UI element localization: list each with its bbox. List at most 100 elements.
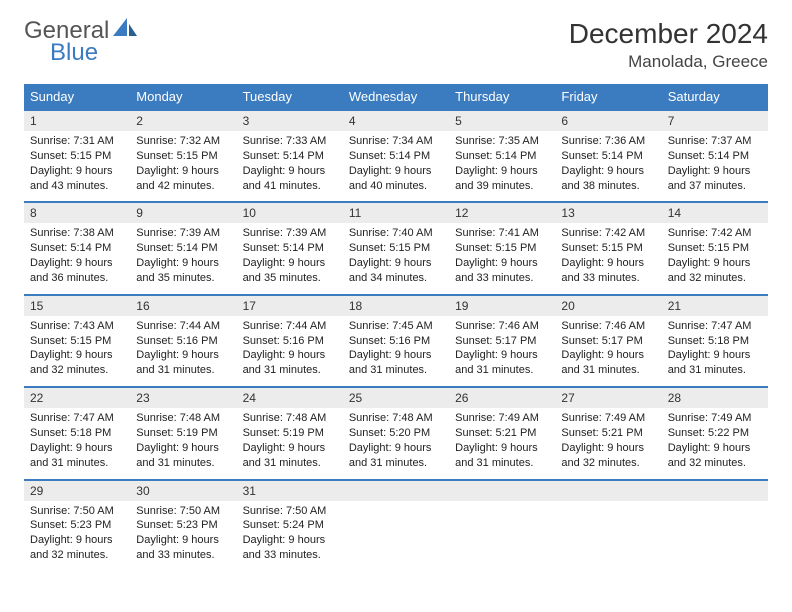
- daylight-line: Daylight: 9 hours and 33 minutes.: [136, 533, 230, 563]
- day-info-cell: Sunrise: 7:31 AMSunset: 5:15 PMDaylight:…: [24, 131, 130, 202]
- daylight-line: Daylight: 9 hours and 42 minutes.: [136, 164, 230, 194]
- day-number-cell: 21: [662, 295, 768, 316]
- day-number-cell: 8: [24, 202, 130, 223]
- weekday-header-row: Sunday Monday Tuesday Wednesday Thursday…: [24, 84, 768, 110]
- sunset-line: Sunset: 5:17 PM: [455, 334, 549, 349]
- day-info-cell: [662, 501, 768, 571]
- day-number-cell: 29: [24, 480, 130, 501]
- sunset-line: Sunset: 5:17 PM: [561, 334, 655, 349]
- daylight-line: Daylight: 9 hours and 32 minutes.: [30, 348, 124, 378]
- sunset-line: Sunset: 5:15 PM: [561, 241, 655, 256]
- day-number-row: 15161718192021: [24, 295, 768, 316]
- day-info-cell: Sunrise: 7:48 AMSunset: 5:19 PMDaylight:…: [130, 408, 236, 479]
- daylight-line: Daylight: 9 hours and 33 minutes.: [561, 256, 655, 286]
- day-info-cell: Sunrise: 7:44 AMSunset: 5:16 PMDaylight:…: [237, 316, 343, 387]
- sunrise-line: Sunrise: 7:48 AM: [349, 411, 443, 426]
- day-number-cell: 28: [662, 387, 768, 408]
- sunset-line: Sunset: 5:14 PM: [668, 149, 762, 164]
- day-number-cell: [662, 480, 768, 501]
- sunset-line: Sunset: 5:15 PM: [30, 149, 124, 164]
- sunset-line: Sunset: 5:16 PM: [243, 334, 337, 349]
- header: General Blue December 2024 Manolada, Gre…: [24, 18, 768, 72]
- weekday-header: Tuesday: [237, 84, 343, 110]
- sunset-line: Sunset: 5:23 PM: [136, 518, 230, 533]
- day-number-cell: 18: [343, 295, 449, 316]
- day-info-cell: Sunrise: 7:48 AMSunset: 5:20 PMDaylight:…: [343, 408, 449, 479]
- sunset-line: Sunset: 5:15 PM: [136, 149, 230, 164]
- sunset-line: Sunset: 5:14 PM: [349, 149, 443, 164]
- sunrise-line: Sunrise: 7:38 AM: [30, 226, 124, 241]
- daylight-line: Daylight: 9 hours and 35 minutes.: [243, 256, 337, 286]
- day-info-cell: [555, 501, 661, 571]
- sunrise-line: Sunrise: 7:49 AM: [455, 411, 549, 426]
- daylight-line: Daylight: 9 hours and 36 minutes.: [30, 256, 124, 286]
- day-info-cell: Sunrise: 7:32 AMSunset: 5:15 PMDaylight:…: [130, 131, 236, 202]
- day-info-cell: [449, 501, 555, 571]
- sunrise-line: Sunrise: 7:32 AM: [136, 134, 230, 149]
- daylight-line: Daylight: 9 hours and 31 minutes.: [243, 348, 337, 378]
- daylight-line: Daylight: 9 hours and 38 minutes.: [561, 164, 655, 194]
- weekday-header: Saturday: [662, 84, 768, 110]
- page-subtitle: Manolada, Greece: [569, 52, 768, 72]
- daylight-line: Daylight: 9 hours and 37 minutes.: [668, 164, 762, 194]
- day-number-cell: [555, 480, 661, 501]
- day-number-cell: 22: [24, 387, 130, 408]
- sunrise-line: Sunrise: 7:41 AM: [455, 226, 549, 241]
- logo-text-2: Blue: [50, 41, 139, 65]
- day-number-row: 1234567: [24, 110, 768, 131]
- day-info-cell: Sunrise: 7:40 AMSunset: 5:15 PMDaylight:…: [343, 223, 449, 294]
- page-title: December 2024: [569, 18, 768, 50]
- sunset-line: Sunset: 5:15 PM: [349, 241, 443, 256]
- sunset-line: Sunset: 5:14 PM: [455, 149, 549, 164]
- day-number-cell: 20: [555, 295, 661, 316]
- day-info-cell: Sunrise: 7:37 AMSunset: 5:14 PMDaylight:…: [662, 131, 768, 202]
- sunrise-line: Sunrise: 7:42 AM: [561, 226, 655, 241]
- sunset-line: Sunset: 5:14 PM: [243, 241, 337, 256]
- daylight-line: Daylight: 9 hours and 31 minutes.: [349, 441, 443, 471]
- calendar-table: Sunday Monday Tuesday Wednesday Thursday…: [24, 84, 768, 571]
- sunset-line: Sunset: 5:19 PM: [136, 426, 230, 441]
- sunrise-line: Sunrise: 7:44 AM: [243, 319, 337, 334]
- sunrise-line: Sunrise: 7:42 AM: [668, 226, 762, 241]
- day-info-cell: Sunrise: 7:39 AMSunset: 5:14 PMDaylight:…: [130, 223, 236, 294]
- daylight-line: Daylight: 9 hours and 40 minutes.: [349, 164, 443, 194]
- day-info-cell: Sunrise: 7:46 AMSunset: 5:17 PMDaylight:…: [449, 316, 555, 387]
- day-info-row: Sunrise: 7:38 AMSunset: 5:14 PMDaylight:…: [24, 223, 768, 294]
- day-info-cell: Sunrise: 7:50 AMSunset: 5:23 PMDaylight:…: [24, 501, 130, 571]
- sunset-line: Sunset: 5:16 PM: [136, 334, 230, 349]
- day-number-cell: 19: [449, 295, 555, 316]
- sunrise-line: Sunrise: 7:43 AM: [30, 319, 124, 334]
- daylight-line: Daylight: 9 hours and 31 minutes.: [243, 441, 337, 471]
- sunset-line: Sunset: 5:20 PM: [349, 426, 443, 441]
- day-number-cell: 16: [130, 295, 236, 316]
- sunrise-line: Sunrise: 7:31 AM: [30, 134, 124, 149]
- daylight-line: Daylight: 9 hours and 32 minutes.: [561, 441, 655, 471]
- day-info-cell: Sunrise: 7:49 AMSunset: 5:21 PMDaylight:…: [449, 408, 555, 479]
- daylight-line: Daylight: 9 hours and 32 minutes.: [668, 441, 762, 471]
- sunrise-line: Sunrise: 7:35 AM: [455, 134, 549, 149]
- day-info-row: Sunrise: 7:47 AMSunset: 5:18 PMDaylight:…: [24, 408, 768, 479]
- daylight-line: Daylight: 9 hours and 41 minutes.: [243, 164, 337, 194]
- day-info-cell: Sunrise: 7:39 AMSunset: 5:14 PMDaylight:…: [237, 223, 343, 294]
- daylight-line: Daylight: 9 hours and 32 minutes.: [30, 533, 124, 563]
- daylight-line: Daylight: 9 hours and 33 minutes.: [455, 256, 549, 286]
- sunrise-line: Sunrise: 7:40 AM: [349, 226, 443, 241]
- day-info-cell: Sunrise: 7:49 AMSunset: 5:22 PMDaylight:…: [662, 408, 768, 479]
- sunrise-line: Sunrise: 7:44 AM: [136, 319, 230, 334]
- day-info-cell: Sunrise: 7:42 AMSunset: 5:15 PMDaylight:…: [662, 223, 768, 294]
- day-info-cell: Sunrise: 7:41 AMSunset: 5:15 PMDaylight:…: [449, 223, 555, 294]
- day-number-cell: 27: [555, 387, 661, 408]
- daylight-line: Daylight: 9 hours and 31 minutes.: [30, 441, 124, 471]
- day-number-cell: 2: [130, 110, 236, 131]
- sunset-line: Sunset: 5:19 PM: [243, 426, 337, 441]
- logo: General Blue: [24, 18, 139, 65]
- sunrise-line: Sunrise: 7:37 AM: [668, 134, 762, 149]
- day-info-cell: Sunrise: 7:45 AMSunset: 5:16 PMDaylight:…: [343, 316, 449, 387]
- day-info-cell: Sunrise: 7:46 AMSunset: 5:17 PMDaylight:…: [555, 316, 661, 387]
- day-info-cell: Sunrise: 7:43 AMSunset: 5:15 PMDaylight:…: [24, 316, 130, 387]
- sunset-line: Sunset: 5:21 PM: [561, 426, 655, 441]
- day-number-cell: 11: [343, 202, 449, 223]
- day-info-cell: Sunrise: 7:50 AMSunset: 5:24 PMDaylight:…: [237, 501, 343, 571]
- sunrise-line: Sunrise: 7:33 AM: [243, 134, 337, 149]
- sunset-line: Sunset: 5:14 PM: [30, 241, 124, 256]
